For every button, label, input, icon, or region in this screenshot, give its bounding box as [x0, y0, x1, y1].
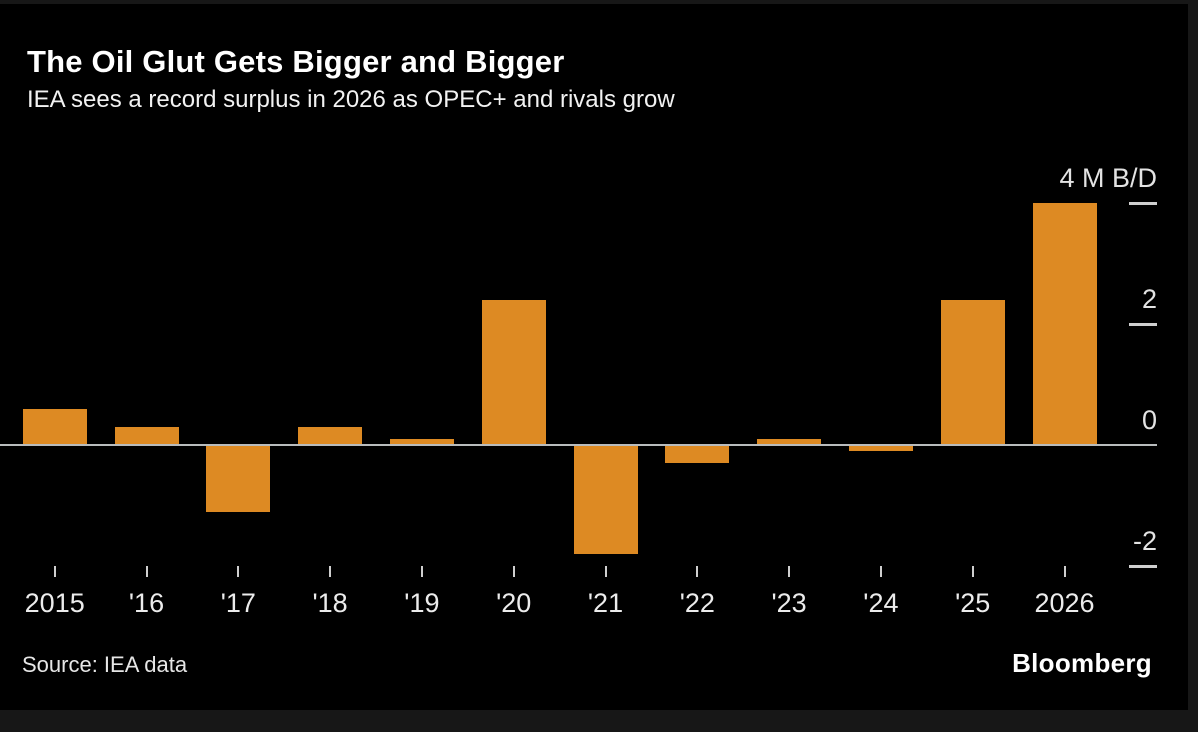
x-label-25: '25: [955, 588, 991, 618]
x-tick-22: [696, 566, 699, 577]
x-label-2026: 2026: [1034, 588, 1095, 618]
x-tick-17: [237, 566, 240, 577]
x-tick-20: [512, 566, 515, 577]
x-label-17: '17: [220, 588, 256, 618]
bar-22: [665, 445, 730, 464]
x-tick-23: [788, 566, 791, 577]
chart-subtitle: IEA sees a record surplus in 2026 as OPE…: [27, 86, 675, 113]
oil-glut-chart-card: The Oil Glut Gets Bigger and Bigger IEA …: [0, 4, 1188, 710]
bar-17: [206, 445, 271, 512]
bar-2015: [22, 408, 87, 445]
bar-2026: [1032, 203, 1097, 445]
y-tick--2: [1129, 565, 1157, 568]
x-tick-2026: [1063, 566, 1066, 577]
x-label-24: '24: [863, 588, 899, 618]
x-tick-18: [329, 566, 332, 577]
y-label-0: 0: [1141, 405, 1157, 435]
bar-20: [481, 299, 546, 445]
y-label-4: 4 M B/D: [1059, 163, 1157, 193]
x-label-20: '20: [496, 588, 532, 618]
bar-23: [757, 438, 822, 445]
x-tick-16: [145, 566, 148, 577]
bar-24: [848, 445, 913, 452]
bloomberg-logo: Bloomberg: [1012, 648, 1152, 678]
x-label-19: '19: [404, 588, 440, 618]
x-label-18: '18: [312, 588, 348, 618]
source-label: Source: IEA data: [22, 652, 188, 677]
zero-axis-line: [0, 444, 1157, 446]
plot-area: -2 0 2 4 M B/D 2015 '16 '17 '18 '19 '20 '21 '22 '23…: [0, 4, 1188, 710]
x-tick-19: [420, 566, 423, 577]
chart-title: The Oil Glut Gets Bigger and Bigger: [27, 44, 565, 79]
x-tick-25: [971, 566, 974, 577]
x-label-23: '23: [771, 588, 807, 618]
x-label-2015: 2015: [24, 588, 85, 618]
x-label-22: '22: [679, 588, 715, 618]
y-tick-4: [1129, 202, 1157, 205]
x-tick-2015: [53, 566, 56, 577]
bar-21: [573, 445, 638, 554]
x-label-16: '16: [128, 588, 165, 618]
x-tick-21: [604, 566, 607, 577]
bar-19: [389, 438, 454, 445]
bar-16: [114, 426, 179, 445]
y-tick-2: [1129, 323, 1157, 326]
bar-25: [940, 299, 1005, 445]
bar-18: [298, 426, 363, 445]
y-label-2: 2: [1141, 284, 1157, 314]
x-tick-24: [879, 566, 882, 577]
x-label-21: '21: [587, 588, 624, 618]
y-label--2: -2: [1132, 526, 1157, 556]
